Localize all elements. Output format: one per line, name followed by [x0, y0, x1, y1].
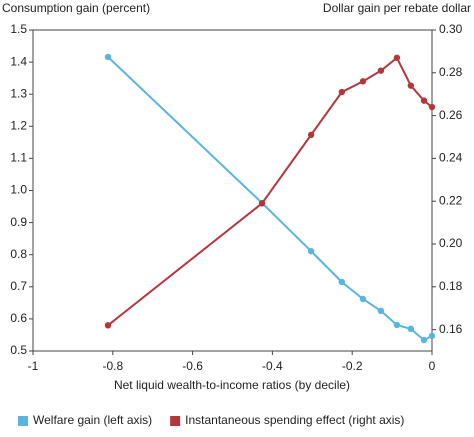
plot-frame — [32, 29, 433, 352]
legend-swatch — [170, 416, 181, 426]
y2-tick-label: 0.20 — [439, 236, 463, 250]
x-tick-label: -1 — [28, 359, 39, 373]
data-point — [407, 325, 415, 333]
data-point — [420, 97, 428, 104]
data-point — [359, 295, 367, 303]
data-point — [420, 336, 428, 344]
y-tick-label: 0.6 — [10, 311, 27, 325]
y2-axis-title: Dollar gain per rebate dollar — [323, 1, 471, 15]
y-tick-label: 0.8 — [10, 247, 27, 261]
y-tick-label: 1.1 — [10, 151, 27, 165]
y-tick-label: 1.2 — [10, 118, 27, 132]
y-tick-label: 1.0 — [10, 183, 27, 197]
legend-label: Instantaneous spending effect (right axi… — [185, 413, 404, 427]
legend-label: Welfare gain (left axis) — [33, 413, 152, 427]
y-tick-label: 0.5 — [10, 343, 27, 357]
y-tick-label: 1.4 — [10, 54, 27, 68]
y-axis-title: Consumption gain (percent) — [2, 1, 150, 15]
data-point — [258, 200, 266, 207]
data-point — [338, 88, 346, 96]
y2-tick-label: 0.26 — [439, 108, 463, 122]
y2-tick-label: 0.24 — [439, 151, 463, 165]
data-point — [377, 307, 385, 315]
data-point — [393, 321, 401, 329]
y2-tick-label: 0.30 — [439, 22, 463, 36]
data-point — [338, 278, 346, 286]
data-point — [307, 131, 315, 139]
y-tick-label: 0.7 — [10, 279, 27, 293]
y2-tick-label: 0.28 — [439, 65, 463, 79]
series-line — [107, 56, 433, 327]
x-tick-label: 0 — [429, 359, 436, 373]
data-point — [393, 54, 401, 62]
legend-swatch — [18, 416, 28, 426]
y-tick-label: 1.3 — [10, 86, 27, 100]
y2-tick-label: 0.18 — [439, 279, 463, 293]
x-tick-label: -0.2 — [342, 359, 363, 373]
data-point — [104, 53, 112, 61]
y-tick-label: 0.9 — [10, 215, 27, 229]
y-tick-label: 1.5 — [10, 22, 27, 36]
data-point — [359, 78, 367, 85]
y2-tick-label: 0.22 — [439, 193, 463, 207]
x-tick-label: -0.4 — [262, 359, 283, 373]
x-tick-label: -0.6 — [182, 359, 203, 373]
y2-tick-label: 0.16 — [439, 322, 463, 336]
data-point — [104, 322, 112, 329]
x-axis-title: Net liquid wealth-to-income ratios (by d… — [114, 378, 350, 392]
data-point — [428, 103, 436, 111]
data-point — [377, 67, 385, 74]
data-point — [428, 332, 436, 340]
series-line — [107, 56, 433, 342]
data-point — [307, 247, 315, 255]
x-tick-label: -0.8 — [102, 359, 123, 373]
data-point — [407, 82, 415, 89]
